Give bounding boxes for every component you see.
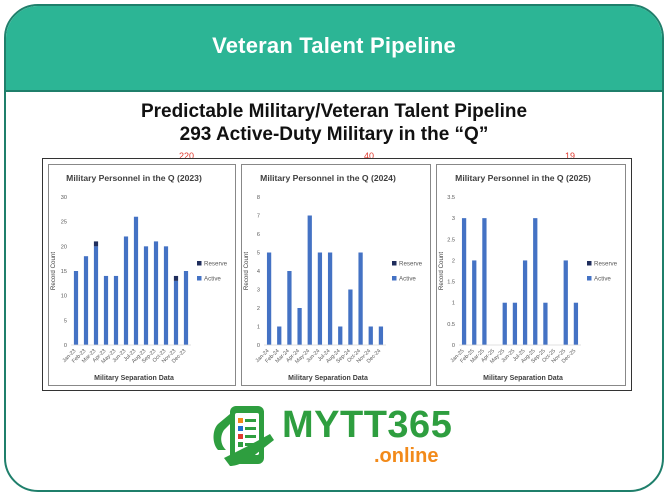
bar-active: [368, 326, 373, 345]
bar-active: [93, 246, 99, 345]
phone-hand-icon: [213, 406, 274, 466]
y-axis-label: Record Count: [243, 252, 250, 290]
y-tick-label: 5: [257, 251, 260, 257]
chart-panel-2025: Military Personnel in the Q (2025) 0 0.5 1 1…: [436, 164, 626, 386]
legend-label-reserve: Reserve: [399, 261, 423, 268]
total-label-2025: 19: [565, 151, 576, 161]
legend-label-reserve: Reserve: [204, 261, 228, 268]
y-tick-label: 7: [257, 214, 260, 220]
y-tick-label: 6: [257, 232, 260, 238]
bar-active: [348, 289, 353, 345]
legend-swatch-reserve: [197, 261, 202, 266]
bar-active: [573, 302, 579, 345]
bar-active: [266, 252, 272, 345]
total-label-2024: 40: [364, 151, 375, 161]
legend-label-active: Active: [399, 276, 416, 283]
chart-title: Military Personnel in the Q (2024): [260, 173, 396, 183]
bar-reserve: [93, 241, 99, 247]
legend-label-reserve: Reserve: [594, 261, 618, 268]
x-axis-label: Military Separation Data: [483, 375, 563, 382]
bar-active: [287, 271, 292, 345]
bar-active: [83, 256, 89, 345]
legend-swatch-reserve: [392, 261, 397, 266]
y-tick-label: 2: [452, 258, 455, 264]
logo-subtext: .online: [374, 445, 439, 467]
total-label-2023: 220: [179, 151, 195, 161]
bar-active: [183, 271, 189, 345]
bar-active: [338, 326, 343, 345]
banner-title: Veteran Talent Pipeline: [212, 33, 456, 58]
bar-active: [482, 218, 487, 345]
y-tick-label: 1: [452, 301, 455, 307]
bar-active: [378, 326, 384, 345]
bar-active: [277, 326, 282, 345]
bar-active: [297, 308, 302, 345]
y-tick-label: 0: [257, 343, 260, 349]
y-tick-label: 2: [257, 306, 260, 312]
chart-svg: Military Personnel in the Q (2023) 0 5 10 15…: [50, 173, 228, 382]
bar-active: [73, 271, 79, 345]
y-tick-label: 8: [257, 195, 260, 201]
bar-active: [123, 236, 129, 345]
y-tick-label: 0: [64, 343, 67, 349]
bar-active: [143, 246, 149, 345]
chart-title: Military Personnel in the Q (2025): [455, 173, 591, 183]
bar-active: [533, 218, 538, 345]
header-banner: Veteran Talent Pipeline: [6, 6, 662, 92]
bar-active: [153, 241, 159, 345]
bar-active: [327, 252, 333, 345]
bar-active: [307, 215, 312, 345]
bar-active: [317, 252, 323, 345]
bar-reserve: [173, 275, 179, 281]
bar-active: [173, 280, 179, 345]
x-axis-label: Military Separation Data: [288, 375, 368, 382]
y-tick-label: 4: [257, 269, 260, 275]
bar-active: [461, 218, 467, 345]
legend-swatch-reserve: [587, 261, 592, 266]
headline-line-1: Predictable Military/Veteran Talent Pipe…: [140, 101, 528, 122]
y-axis-label: Record Count: [50, 252, 57, 290]
mytt365-logo: MYTT365 .online: [208, 400, 468, 480]
bar-active: [472, 260, 477, 345]
y-tick-label: 20: [61, 244, 67, 250]
y-tick-label: 25: [61, 220, 67, 226]
y-tick-label: 0.5: [447, 322, 455, 328]
legend-swatch-active: [197, 276, 202, 281]
chart-panel-2024: Military Personnel in the Q (2024) 0 1 2 3 4 5…: [241, 164, 431, 386]
y-tick-label: 5: [64, 318, 67, 324]
y-tick-label: 30: [61, 195, 67, 201]
y-tick-label: 3: [257, 288, 260, 294]
y-tick-label: 1.5: [447, 280, 455, 286]
bar-active: [543, 302, 548, 345]
y-tick-label: 3.5: [447, 195, 455, 201]
chart-svg: Military Personnel in the Q (2025) 0 0.5 1 1…: [438, 173, 618, 382]
legend-label-active: Active: [204, 276, 221, 283]
y-tick-label: 15: [61, 269, 67, 275]
y-tick-label: 0: [452, 343, 455, 349]
y-tick-label: 2.5: [447, 237, 455, 243]
bar-active: [163, 246, 169, 345]
legend-label-active: Active: [594, 276, 611, 283]
bar-active: [113, 275, 119, 345]
legend-swatch-active: [392, 276, 397, 281]
headline-line-2: 293 Active-Duty Military in the “Q”: [179, 124, 489, 145]
bar-active: [502, 302, 507, 345]
bar-active: [522, 260, 528, 345]
y-axis-label: Record Count: [438, 252, 445, 290]
legend-swatch-active: [587, 276, 592, 281]
chart-title: Military Personnel in the Q (2023): [66, 173, 202, 183]
y-tick-label: 10: [61, 294, 67, 300]
logo-wordmark: MYTT365: [282, 404, 453, 446]
chart-svg: Military Personnel in the Q (2024) 0 1 2 3 4 5…: [243, 173, 423, 382]
bar-active: [563, 260, 568, 345]
y-tick-label: 1: [257, 325, 260, 331]
y-tick-label: 3: [452, 216, 455, 222]
x-axis-label: Military Separation Data: [94, 375, 174, 382]
bar-active: [512, 302, 518, 345]
bar-active: [133, 216, 139, 345]
chart-panel-2023: Military Personnel in the Q (2023) 0 5 10 15…: [48, 164, 236, 386]
charts-container: Military Personnel in the Q (2023) 0 5 10 15…: [42, 158, 632, 391]
bar-active: [358, 252, 363, 345]
bar-active: [103, 275, 109, 345]
